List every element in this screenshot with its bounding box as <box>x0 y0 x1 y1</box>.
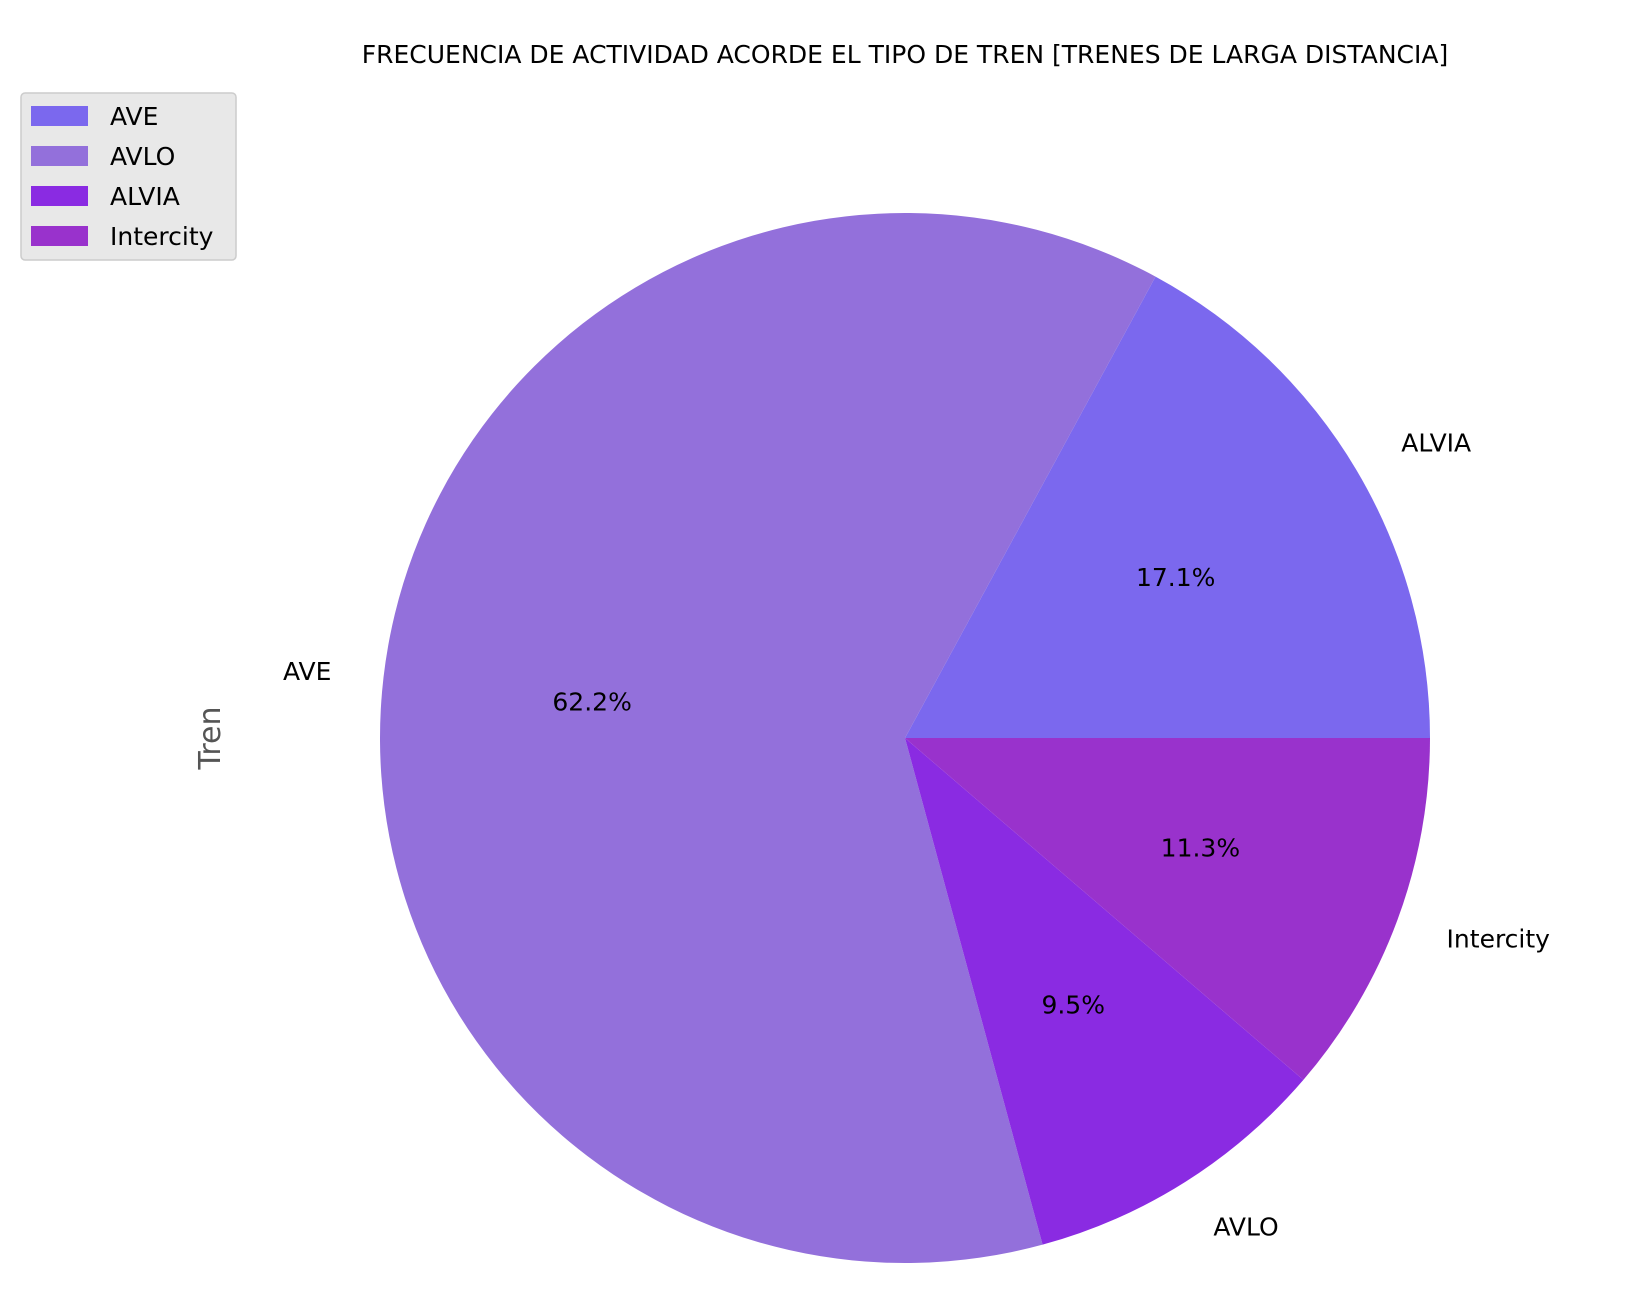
pie-slice-label-ave: AVE <box>283 657 331 686</box>
legend-swatch-ave <box>31 106 88 126</box>
pie-slice-ave <box>379 213 1156 1264</box>
y-axis-label: Tren <box>193 706 228 770</box>
legend-label-alvia: ALVIA <box>110 182 180 211</box>
pie-slice-label-intercity: Intercity <box>1447 925 1551 954</box>
pie-labels: 17.1% ALVIA 62.2% AVE 9.5% AVLO 11.3% Intercity <box>283 429 1550 1242</box>
legend-label-ave: AVE <box>110 102 158 131</box>
legend-swatch-intercity <box>31 226 88 246</box>
pie-slice-label-alvia: ALVIA <box>1401 429 1471 458</box>
legend-label-avlo: AVLO <box>110 142 175 171</box>
pie-slice-avlo <box>905 738 1304 1245</box>
legend-entries: AVE AVLO ALVIA Intercity <box>31 102 214 251</box>
legend-frame <box>20 92 237 261</box>
pie-percent-label-alvia: 17.1% <box>1136 563 1215 592</box>
pie-slice-intercity <box>905 738 1430 1080</box>
legend: AVE AVLO ALVIA Intercity <box>20 92 237 261</box>
legend-swatch-alvia <box>31 186 88 206</box>
pie-percent-label-ave: 62.2% <box>552 688 631 717</box>
pie-slice-label-avlo: AVLO <box>1213 1212 1278 1241</box>
legend-swatch-avlo <box>31 146 88 166</box>
pie-percent-label-intercity: 11.3% <box>1161 833 1240 862</box>
legend-label-intercity: Intercity <box>110 222 214 251</box>
pie-slices <box>379 213 1430 1264</box>
pie-slice-alvia <box>905 276 1430 738</box>
chart-title: FRECUENCIA DE ACTIVIDAD ACORDE EL TIPO D… <box>362 40 1448 69</box>
pie-percent-label-avlo: 9.5% <box>1041 990 1105 1019</box>
